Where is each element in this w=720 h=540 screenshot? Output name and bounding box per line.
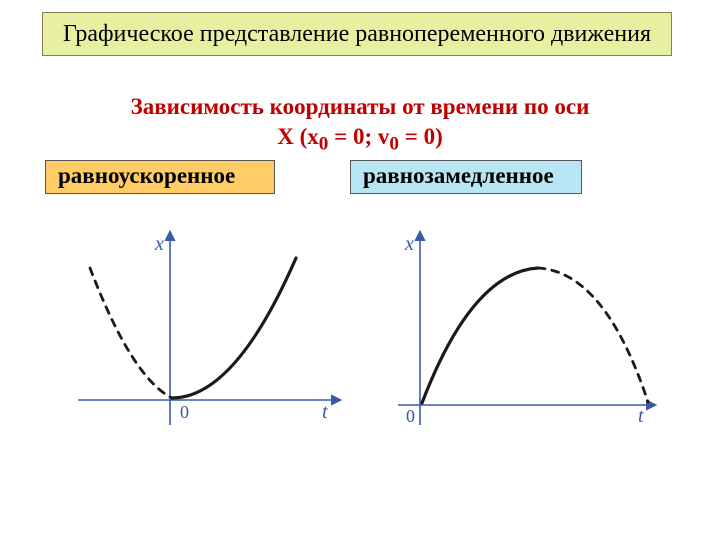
subtitle-mid: = 0; v xyxy=(328,124,389,149)
subtitle-line2-x: Х xyxy=(277,124,299,149)
x-axis-label: t xyxy=(638,405,644,427)
subtitle-sub1: 0 xyxy=(319,133,329,154)
curve-solid xyxy=(172,258,296,398)
origin-label: 0 xyxy=(180,402,189,422)
origin-label: 0 xyxy=(406,406,415,426)
x-axis-label: t xyxy=(322,401,328,423)
chart-accelerated-svg: x t 0 xyxy=(60,210,360,460)
chart-accelerated: x t 0 xyxy=(60,210,360,460)
subtitle: Зависимость координаты от времени по оси… xyxy=(0,92,720,157)
subtitle-cond-open: (х xyxy=(300,124,319,149)
chart-decelerated: x t 0 xyxy=(380,210,680,460)
y-axis-label: x xyxy=(404,233,414,255)
subtitle-sub2: 0 xyxy=(389,133,399,154)
label-accelerated: равноускоренное xyxy=(45,160,275,194)
page-title: Графическое представление равнопеременно… xyxy=(42,12,672,56)
subtitle-tail: = 0) xyxy=(399,124,443,149)
label-decelerated: равнозамедленное xyxy=(350,160,582,194)
subtitle-line1: Зависимость координаты от времени по оси xyxy=(131,94,590,119)
chart-decelerated-svg: x t 0 xyxy=(380,210,680,460)
curve-dashed xyxy=(90,268,172,398)
curve-dashed xyxy=(538,268,648,402)
curve-solid xyxy=(422,268,538,403)
y-axis-label: x xyxy=(154,233,164,255)
